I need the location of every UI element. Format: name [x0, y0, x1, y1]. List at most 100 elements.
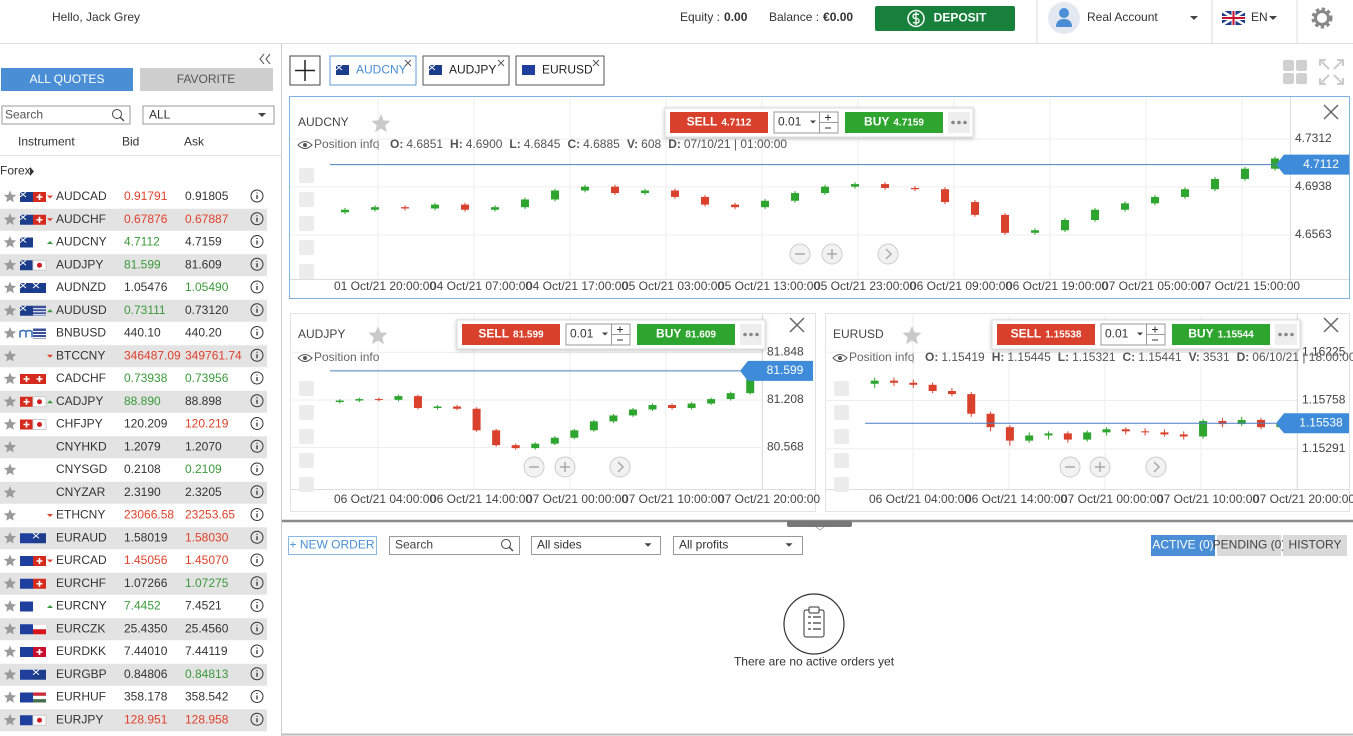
drawing-tool[interactable] [299, 381, 314, 396]
tab-close[interactable] [497, 59, 505, 67]
drawing-tool[interactable] [834, 429, 849, 444]
favorite-star[interactable] [3, 531, 17, 544]
search-input[interactable] [1, 105, 131, 125]
tab-label[interactable]: AUDCNY [356, 63, 407, 77]
position-info[interactable]: Position info [314, 137, 380, 151]
instrument-symbol[interactable]: EURJPY [56, 712, 103, 726]
info-icon[interactable] [250, 530, 264, 544]
info-icon[interactable] [250, 462, 264, 476]
filter-select[interactable] [142, 105, 275, 125]
info-icon[interactable] [250, 508, 264, 521]
info-icon[interactable] [250, 257, 264, 271]
favorite-star[interactable] [3, 440, 17, 453]
buy-label[interactable]: BUY 4.7159 [864, 115, 924, 129]
quantity-stepper[interactable] [617, 326, 623, 341]
favorite-star[interactable] [3, 577, 17, 589]
favorite-star[interactable] [3, 190, 17, 203]
quantity-stepper[interactable] [825, 114, 831, 129]
chart-tab[interactable] [329, 55, 417, 86]
collapse-icon[interactable] [259, 53, 271, 65]
instrument-symbol[interactable]: AUDCNY [56, 235, 107, 249]
info-icon[interactable] [250, 576, 264, 590]
favorite-star[interactable] [3, 395, 17, 407]
favorite-star[interactable] [3, 622, 17, 635]
instrument-symbol[interactable]: EURGBP [56, 667, 107, 681]
zoom-button[interactable] [609, 456, 631, 478]
orders-tab-label[interactable]: HISTORY [1289, 538, 1342, 552]
info-icon[interactable] [250, 599, 264, 612]
info-icon[interactable] [250, 621, 264, 635]
tab-label[interactable]: AUDJPY [449, 63, 496, 77]
favorite-star[interactable] [3, 327, 17, 339]
buy-button[interactable] [637, 324, 735, 345]
favorite-star[interactable] [3, 691, 17, 703]
favorite-star[interactable] [3, 418, 17, 430]
tab-close[interactable] [404, 59, 412, 67]
zoom-button[interactable] [1145, 456, 1167, 478]
sell-button[interactable] [997, 324, 1095, 345]
drawing-tool[interactable] [299, 240, 314, 255]
info-icon[interactable] [250, 371, 264, 385]
instrument-symbol[interactable]: CNYHKD [56, 439, 107, 453]
layout-icon[interactable] [1296, 60, 1307, 71]
favorite-star[interactable] [3, 645, 17, 658]
instrument-symbol[interactable]: EURAUD [56, 530, 107, 544]
sell-button[interactable] [462, 324, 560, 345]
profits-select[interactable] [673, 536, 803, 555]
new-order-button[interactable] [288, 536, 377, 555]
layout-icon[interactable] [1296, 73, 1307, 84]
info-icon[interactable] [250, 280, 264, 294]
instrument-symbol[interactable]: EURCAD [56, 553, 107, 567]
buy-label[interactable]: BUY 1.15544 [1188, 327, 1254, 341]
favorite-star[interactable] [3, 486, 17, 498]
tab-label[interactable]: EURUSD [542, 63, 593, 77]
sell-button[interactable] [670, 112, 768, 133]
instrument-symbol[interactable]: CADCHF [56, 371, 106, 385]
favorite-star[interactable] [3, 236, 17, 248]
favorite-star[interactable] [3, 258, 17, 271]
tab-label[interactable]: ALL QUOTES [30, 72, 105, 86]
drawing-tool[interactable] [834, 405, 849, 420]
instrument-symbol[interactable]: EURDKK [56, 644, 106, 658]
favorite-star[interactable] [371, 114, 391, 133]
favorite-star[interactable] [3, 372, 17, 385]
deposit-label[interactable]: DEPOSIT [934, 11, 987, 25]
info-icon[interactable] [250, 439, 264, 453]
info-icon[interactable] [250, 235, 264, 248]
position-info[interactable]: Position info [314, 350, 380, 364]
buy-button[interactable] [845, 112, 943, 133]
orders-tab[interactable] [1217, 535, 1281, 556]
favorite-star[interactable] [3, 554, 17, 567]
drawing-tool[interactable] [299, 453, 314, 468]
sell-label[interactable]: SELL 81.599 [478, 327, 544, 341]
info-icon[interactable] [250, 485, 264, 499]
orders-tab[interactable] [1151, 535, 1215, 556]
info-icon[interactable] [250, 303, 264, 317]
close-chart[interactable] [1323, 104, 1339, 120]
instrument-symbol[interactable]: BNBUSD [56, 326, 106, 340]
favorite-star[interactable] [3, 509, 17, 521]
favorite-star[interactable] [368, 326, 388, 345]
position-info[interactable]: Position info [849, 350, 915, 364]
instrument-symbol[interactable]: AUDNZD [56, 280, 106, 294]
favorite-star[interactable] [3, 349, 17, 362]
instrument-symbol[interactable]: BTCCNY [56, 348, 105, 362]
sell-label[interactable]: SELL 4.7112 [687, 115, 752, 129]
info-icon[interactable] [250, 394, 264, 408]
drawing-tool[interactable] [299, 168, 314, 183]
favorite-star[interactable] [3, 304, 17, 316]
zoom-button[interactable] [877, 243, 899, 265]
orders-tab-label[interactable]: PENDING (0) [1213, 538, 1286, 552]
drawing-tool[interactable] [834, 381, 849, 396]
drawing-tool[interactable] [834, 477, 849, 492]
tab-all-quotes[interactable] [1, 68, 133, 91]
drawing-tool[interactable] [299, 429, 314, 444]
info-icon[interactable] [250, 212, 264, 226]
language-selector[interactable]: EN [1251, 10, 1268, 24]
close-chart[interactable] [1323, 317, 1339, 333]
drawing-tool[interactable] [299, 216, 314, 231]
close-chart[interactable] [789, 317, 805, 333]
group-label[interactable]: Forex [0, 164, 31, 178]
orders-tab-label[interactable]: ACTIVE (0) [1152, 538, 1213, 552]
info-icon[interactable] [250, 417, 264, 430]
